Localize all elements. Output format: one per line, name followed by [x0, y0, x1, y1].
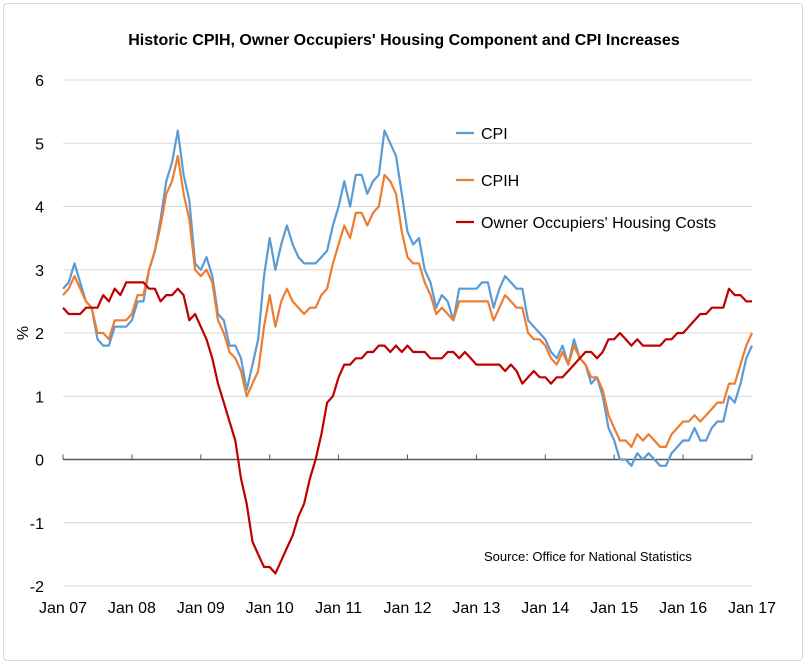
y-tick-label: 1	[35, 389, 44, 406]
y-tick-label: 0	[35, 453, 44, 470]
x-tick-label: Jan 09	[177, 600, 225, 617]
y-tick-label: 6	[35, 73, 44, 90]
y-tick-label: 4	[35, 200, 44, 217]
chart-title: Historic CPIH, Owner Occupiers' Housing …	[128, 32, 680, 49]
x-tick-label: Jan 17	[728, 600, 776, 617]
x-tick-label: Jan 15	[590, 600, 638, 617]
y-tick-label: 5	[35, 136, 44, 153]
legend-label: Owner Occupiers' Housing Costs	[481, 215, 716, 232]
y-tick-label: -2	[30, 579, 44, 596]
chart-frame	[3, 3, 803, 661]
legend-label: CPIH	[481, 173, 519, 190]
x-tick-label: Jan 13	[452, 600, 500, 617]
y-axis-ticks: -2 -1 0 1 2 3 4 5 6	[30, 73, 44, 596]
y-axis-label: %	[15, 326, 32, 340]
x-tick-label: Jan 12	[383, 600, 431, 617]
legend-label: CPI	[481, 126, 508, 143]
series-line-cpih	[62, 154, 754, 448]
x-tick-label: Jan 08	[108, 600, 156, 617]
gridlines	[63, 79, 752, 587]
x-tick-label: Jan 16	[659, 600, 707, 617]
x-tick-label: Jan 07	[39, 600, 87, 617]
series-line-owner-occupiers-housing-costs	[62, 281, 752, 575]
y-tick-label: 3	[35, 263, 44, 280]
x-tick-label: Jan 14	[521, 600, 569, 617]
y-tick-label: 2	[35, 326, 44, 343]
series-lines	[62, 129, 754, 575]
y-tick-label: -1	[30, 516, 44, 533]
series-line-cpi	[62, 129, 754, 467]
x-tick-label: Jan 11	[315, 600, 362, 617]
x-axis: Jan 07 Jan 08 Jan 09 Jan 10 Jan 11 Jan 12 Jan …	[39, 454, 776, 617]
legend: CPI CPIH Owner Occupiers' Housing Costs	[456, 126, 716, 232]
x-tick-label: Jan 10	[246, 600, 294, 617]
source-annotation: Source: Office for National Statistics	[484, 549, 692, 564]
